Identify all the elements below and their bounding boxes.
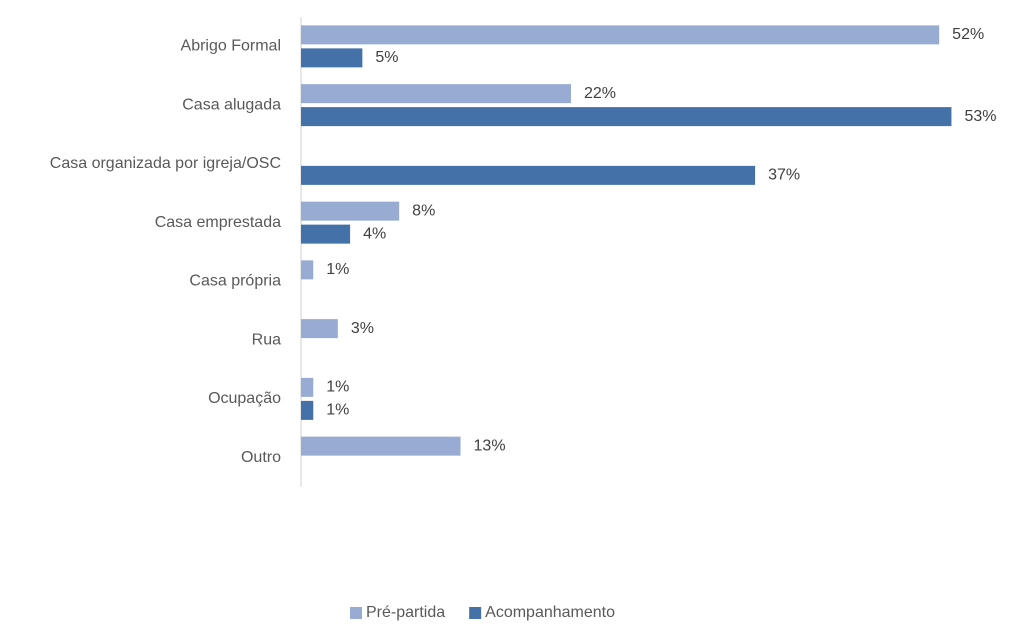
value-label: 53% xyxy=(964,108,996,125)
value-label: 37% xyxy=(768,167,800,184)
bar xyxy=(301,48,363,68)
value-label: 52% xyxy=(952,26,984,43)
legend-label: Acompanhamento xyxy=(485,604,615,621)
y-tick-label: Casa emprestada xyxy=(155,214,281,231)
y-tick-label: Abrigo Formal xyxy=(181,38,281,55)
y-tick-label: Casa organizada por igreja/OSC xyxy=(50,155,281,172)
value-label: 1% xyxy=(326,402,349,419)
bar xyxy=(301,224,351,244)
y-tick-label: Ocupação xyxy=(208,390,281,407)
bar xyxy=(301,25,940,45)
legend-label: Pré-partida xyxy=(366,604,445,621)
y-tick-label: Casa alugada xyxy=(182,96,281,113)
value-label: 4% xyxy=(363,225,386,242)
bar xyxy=(301,201,400,221)
value-label: 1% xyxy=(326,261,349,278)
value-label: 1% xyxy=(326,379,349,396)
bar xyxy=(301,377,314,397)
bar xyxy=(301,84,571,104)
y-tick-label: Outro xyxy=(241,449,281,466)
legend-swatch xyxy=(469,607,482,619)
value-label: 13% xyxy=(474,437,506,454)
value-label: 8% xyxy=(412,202,435,219)
value-label: 3% xyxy=(351,320,374,337)
bar xyxy=(301,165,756,185)
bar xyxy=(301,260,314,280)
value-label: 22% xyxy=(584,85,616,102)
y-tick-label: Rua xyxy=(252,331,281,348)
legend-swatch xyxy=(350,607,362,619)
bar xyxy=(301,319,338,339)
y-tick-label: Casa própria xyxy=(189,273,281,290)
bar xyxy=(301,400,314,420)
bar xyxy=(301,436,461,456)
bar xyxy=(301,107,952,127)
value-label: 5% xyxy=(375,49,398,66)
